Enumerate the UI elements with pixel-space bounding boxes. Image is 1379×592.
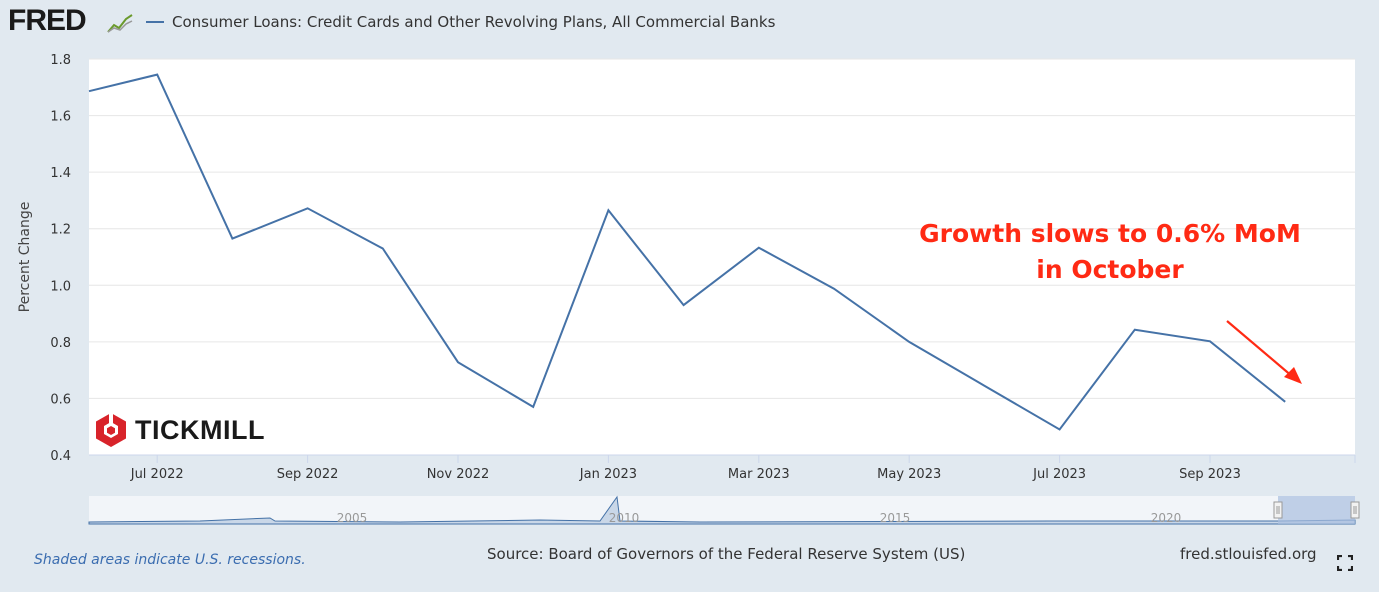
data-point[interactable]	[605, 207, 611, 213]
data-series	[86, 72, 1288, 433]
data-point[interactable]	[756, 245, 762, 251]
data-point[interactable]	[981, 383, 987, 389]
header: FRED Consumer Loans: Credit Cards and Ot…	[0, 0, 1379, 46]
data-point[interactable]	[305, 205, 311, 211]
tickmill-watermark: TICKMILL	[95, 412, 265, 448]
y-tick-label: 0.6	[50, 392, 71, 407]
data-point[interactable]	[530, 404, 536, 410]
data-point[interactable]	[681, 302, 687, 308]
y-axis-label: Percent Change	[17, 202, 33, 313]
data-point[interactable]	[1282, 399, 1288, 405]
legend[interactable]: Consumer Loans: Credit Cards and Other R…	[146, 13, 775, 31]
data-point[interactable]	[380, 246, 386, 252]
recession-note: Shaded areas indicate U.S. recessions.	[34, 552, 306, 568]
source-url[interactable]: fred.stlouisfed.org	[1180, 545, 1317, 563]
annotation-arrow	[1226, 320, 1302, 384]
x-tick-label: May 2023	[877, 467, 941, 482]
data-point[interactable]	[906, 339, 912, 345]
y-tick-label: 1.4	[50, 166, 71, 181]
y-tick-label: 1.6	[50, 110, 71, 125]
annotation-text: Growth slows to 0.6% MoM in October	[880, 216, 1340, 288]
grid-lines	[89, 58, 1355, 399]
data-point[interactable]	[455, 359, 461, 365]
navigator-tick-label: 2015	[880, 511, 911, 525]
navigator-handle-left[interactable]	[1273, 501, 1283, 519]
data-point[interactable]	[831, 286, 837, 292]
line-chart: 0.40.60.81.01.21.41.61.8 Percent Change …	[17, 53, 1360, 525]
x-tick-label: Sep 2022	[277, 467, 339, 482]
navigator-selection[interactable]	[1278, 496, 1355, 524]
data-point[interactable]	[1132, 327, 1138, 333]
y-axis-ticks: 0.4 0.6 0.8 1.0 1.2 1.4 1.6 1.8	[50, 53, 71, 464]
annotation-line1: Growth slows to 0.6% MoM	[919, 219, 1301, 248]
y-tick-label: 0.4	[50, 449, 71, 464]
series-line[interactable]	[88, 73, 1286, 431]
y-tick-label: 1.8	[50, 53, 71, 68]
data-point[interactable]	[86, 88, 92, 94]
data-point[interactable]	[229, 236, 235, 242]
x-tick-label: Nov 2022	[427, 467, 490, 482]
navigator-labels: 2005 2010 2015 2020	[337, 511, 1182, 525]
navigator-tick-label: 2010	[609, 511, 640, 525]
fred-logo[interactable]: FRED	[8, 4, 87, 37]
navigator-handle-right[interactable]	[1350, 501, 1360, 519]
fullscreen-icon[interactable]	[1337, 555, 1353, 571]
data-point[interactable]	[154, 72, 160, 78]
plot-area	[89, 59, 1355, 455]
annotation-line2: in October	[1036, 255, 1184, 284]
x-tick-label: Jul 2023	[1032, 467, 1086, 482]
data-point[interactable]	[1207, 338, 1213, 344]
data-point[interactable]	[1057, 427, 1063, 433]
x-tick-label: Mar 2023	[728, 467, 790, 482]
y-tick-label: 0.8	[50, 336, 71, 351]
chart-line-icon	[107, 12, 133, 34]
tickmill-text: TICKMILL	[135, 414, 265, 445]
tickmill-logo-icon	[96, 413, 126, 447]
y-tick-label: 1.2	[50, 223, 71, 238]
x-axis-ticks: Jul 2022 Sep 2022 Nov 2022 Jan 2023 Mar 2023…	[130, 455, 1356, 482]
legend-series-title: Consumer Loans: Credit Cards and Other R…	[172, 13, 776, 31]
x-tick-label: Jan 2023	[579, 467, 637, 482]
x-tick-label: Jul 2022	[130, 467, 184, 482]
navigator[interactable]: 2005 2010 2015 2020	[88, 495, 1360, 525]
x-tick-label: Sep 2023	[1179, 467, 1241, 482]
source-text: Source: Board of Governors of the Federa…	[487, 545, 966, 563]
legend-swatch	[146, 21, 164, 23]
navigator-tick-label: 2020	[1151, 511, 1182, 525]
y-tick-label: 1.0	[50, 279, 71, 294]
navigator-tick-label: 2005	[337, 511, 368, 525]
